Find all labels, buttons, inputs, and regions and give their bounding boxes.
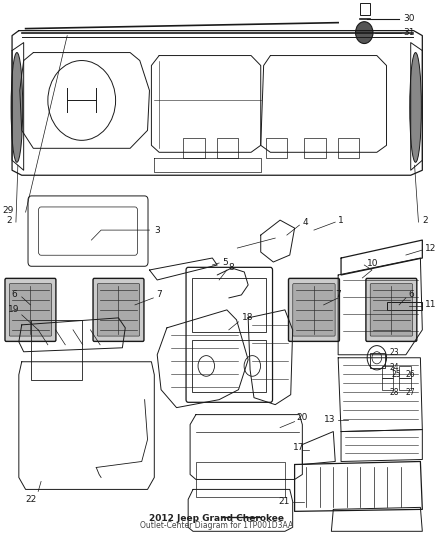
Bar <box>192 278 266 332</box>
Text: 1: 1 <box>338 216 344 224</box>
Text: 28: 28 <box>389 388 399 397</box>
Bar <box>360 3 370 15</box>
Ellipse shape <box>410 53 421 162</box>
Text: 30: 30 <box>403 14 414 23</box>
Text: 18: 18 <box>242 313 254 322</box>
Text: 29: 29 <box>3 206 14 215</box>
Text: 19: 19 <box>8 305 20 314</box>
Text: 22: 22 <box>25 495 37 504</box>
Bar <box>399 366 411 378</box>
Text: 6: 6 <box>11 290 17 300</box>
Bar <box>386 302 422 310</box>
Circle shape <box>356 22 373 44</box>
Bar <box>265 139 287 158</box>
Text: 27: 27 <box>406 388 416 397</box>
Text: 26: 26 <box>406 370 416 379</box>
Bar <box>192 340 266 392</box>
Text: 2: 2 <box>422 216 428 224</box>
Bar <box>381 366 393 378</box>
Bar <box>381 378 393 390</box>
FancyBboxPatch shape <box>9 284 52 336</box>
FancyBboxPatch shape <box>289 278 339 342</box>
Text: 10: 10 <box>367 259 379 268</box>
FancyBboxPatch shape <box>366 278 417 342</box>
Bar <box>338 139 360 158</box>
FancyBboxPatch shape <box>97 284 140 336</box>
Text: 3: 3 <box>154 225 160 235</box>
FancyBboxPatch shape <box>5 278 56 342</box>
Text: 25: 25 <box>392 370 401 379</box>
Bar <box>32 320 82 379</box>
Text: Outlet-Center Diagram for 1TP001D3AA: Outlet-Center Diagram for 1TP001D3AA <box>140 521 293 530</box>
FancyBboxPatch shape <box>293 284 335 336</box>
Bar <box>184 139 205 158</box>
Text: 4: 4 <box>302 217 308 227</box>
Text: 5: 5 <box>222 257 228 266</box>
Text: 2012 Jeep Grand Cherokee: 2012 Jeep Grand Cherokee <box>149 514 284 523</box>
Text: 7: 7 <box>335 290 341 300</box>
FancyBboxPatch shape <box>93 278 144 342</box>
Text: 24: 24 <box>389 363 399 372</box>
Bar <box>370 353 385 368</box>
Text: 6: 6 <box>409 290 414 300</box>
Text: 20: 20 <box>297 413 308 422</box>
Ellipse shape <box>11 53 23 162</box>
Bar <box>196 463 285 497</box>
Text: 13: 13 <box>324 415 335 424</box>
Bar <box>217 139 238 158</box>
Bar <box>399 378 411 390</box>
Text: 23: 23 <box>389 348 399 357</box>
Text: 17: 17 <box>293 443 304 452</box>
Text: 31: 31 <box>403 28 414 37</box>
Bar <box>304 139 325 158</box>
Text: 8: 8 <box>229 263 235 272</box>
Text: 2: 2 <box>6 216 12 224</box>
Text: 21: 21 <box>279 497 290 506</box>
Text: 11: 11 <box>425 301 437 309</box>
FancyBboxPatch shape <box>370 284 413 336</box>
Text: 7: 7 <box>156 290 162 300</box>
Text: 12: 12 <box>425 244 437 253</box>
